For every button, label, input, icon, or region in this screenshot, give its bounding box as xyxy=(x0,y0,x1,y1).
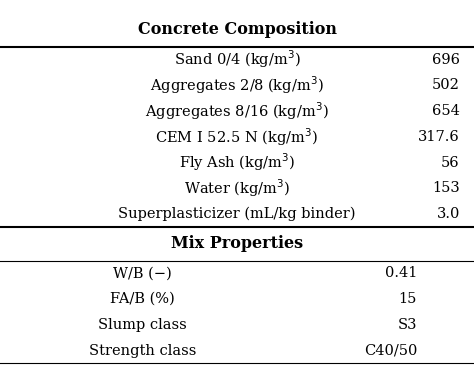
Text: Water (kg/m$^3$): Water (kg/m$^3$) xyxy=(184,178,290,199)
Text: CEM I 52.5 N (kg/m$^3$): CEM I 52.5 N (kg/m$^3$) xyxy=(155,126,319,148)
Text: 317.6: 317.6 xyxy=(418,130,460,144)
Text: 15: 15 xyxy=(399,292,417,306)
Text: 56: 56 xyxy=(441,156,460,169)
Text: 654: 654 xyxy=(432,104,460,118)
Text: C40/50: C40/50 xyxy=(364,344,417,358)
Text: Superplasticizer (mL/kg binder): Superplasticizer (mL/kg binder) xyxy=(118,207,356,221)
Text: Aggregates 2/8 (kg/m$^3$): Aggregates 2/8 (kg/m$^3$) xyxy=(150,75,324,96)
Text: W/B (−): W/B (−) xyxy=(113,266,172,280)
Text: Sand 0/4 (kg/m$^3$): Sand 0/4 (kg/m$^3$) xyxy=(173,49,301,70)
Text: 502: 502 xyxy=(432,78,460,92)
Text: 3.0: 3.0 xyxy=(437,207,460,221)
Text: 153: 153 xyxy=(432,181,460,195)
Text: FA/B (%): FA/B (%) xyxy=(110,292,174,306)
Text: Mix Properties: Mix Properties xyxy=(171,235,303,252)
Text: Strength class: Strength class xyxy=(89,344,196,358)
Text: Fly Ash (kg/m$^3$): Fly Ash (kg/m$^3$) xyxy=(179,152,295,173)
Text: S3: S3 xyxy=(398,318,417,332)
Text: Aggregates 8/16 (kg/m$^3$): Aggregates 8/16 (kg/m$^3$) xyxy=(145,100,329,122)
Text: 0.41: 0.41 xyxy=(385,266,417,280)
Text: Slump class: Slump class xyxy=(98,318,187,332)
Text: 696: 696 xyxy=(432,53,460,66)
Text: Concrete Composition: Concrete Composition xyxy=(137,21,337,38)
